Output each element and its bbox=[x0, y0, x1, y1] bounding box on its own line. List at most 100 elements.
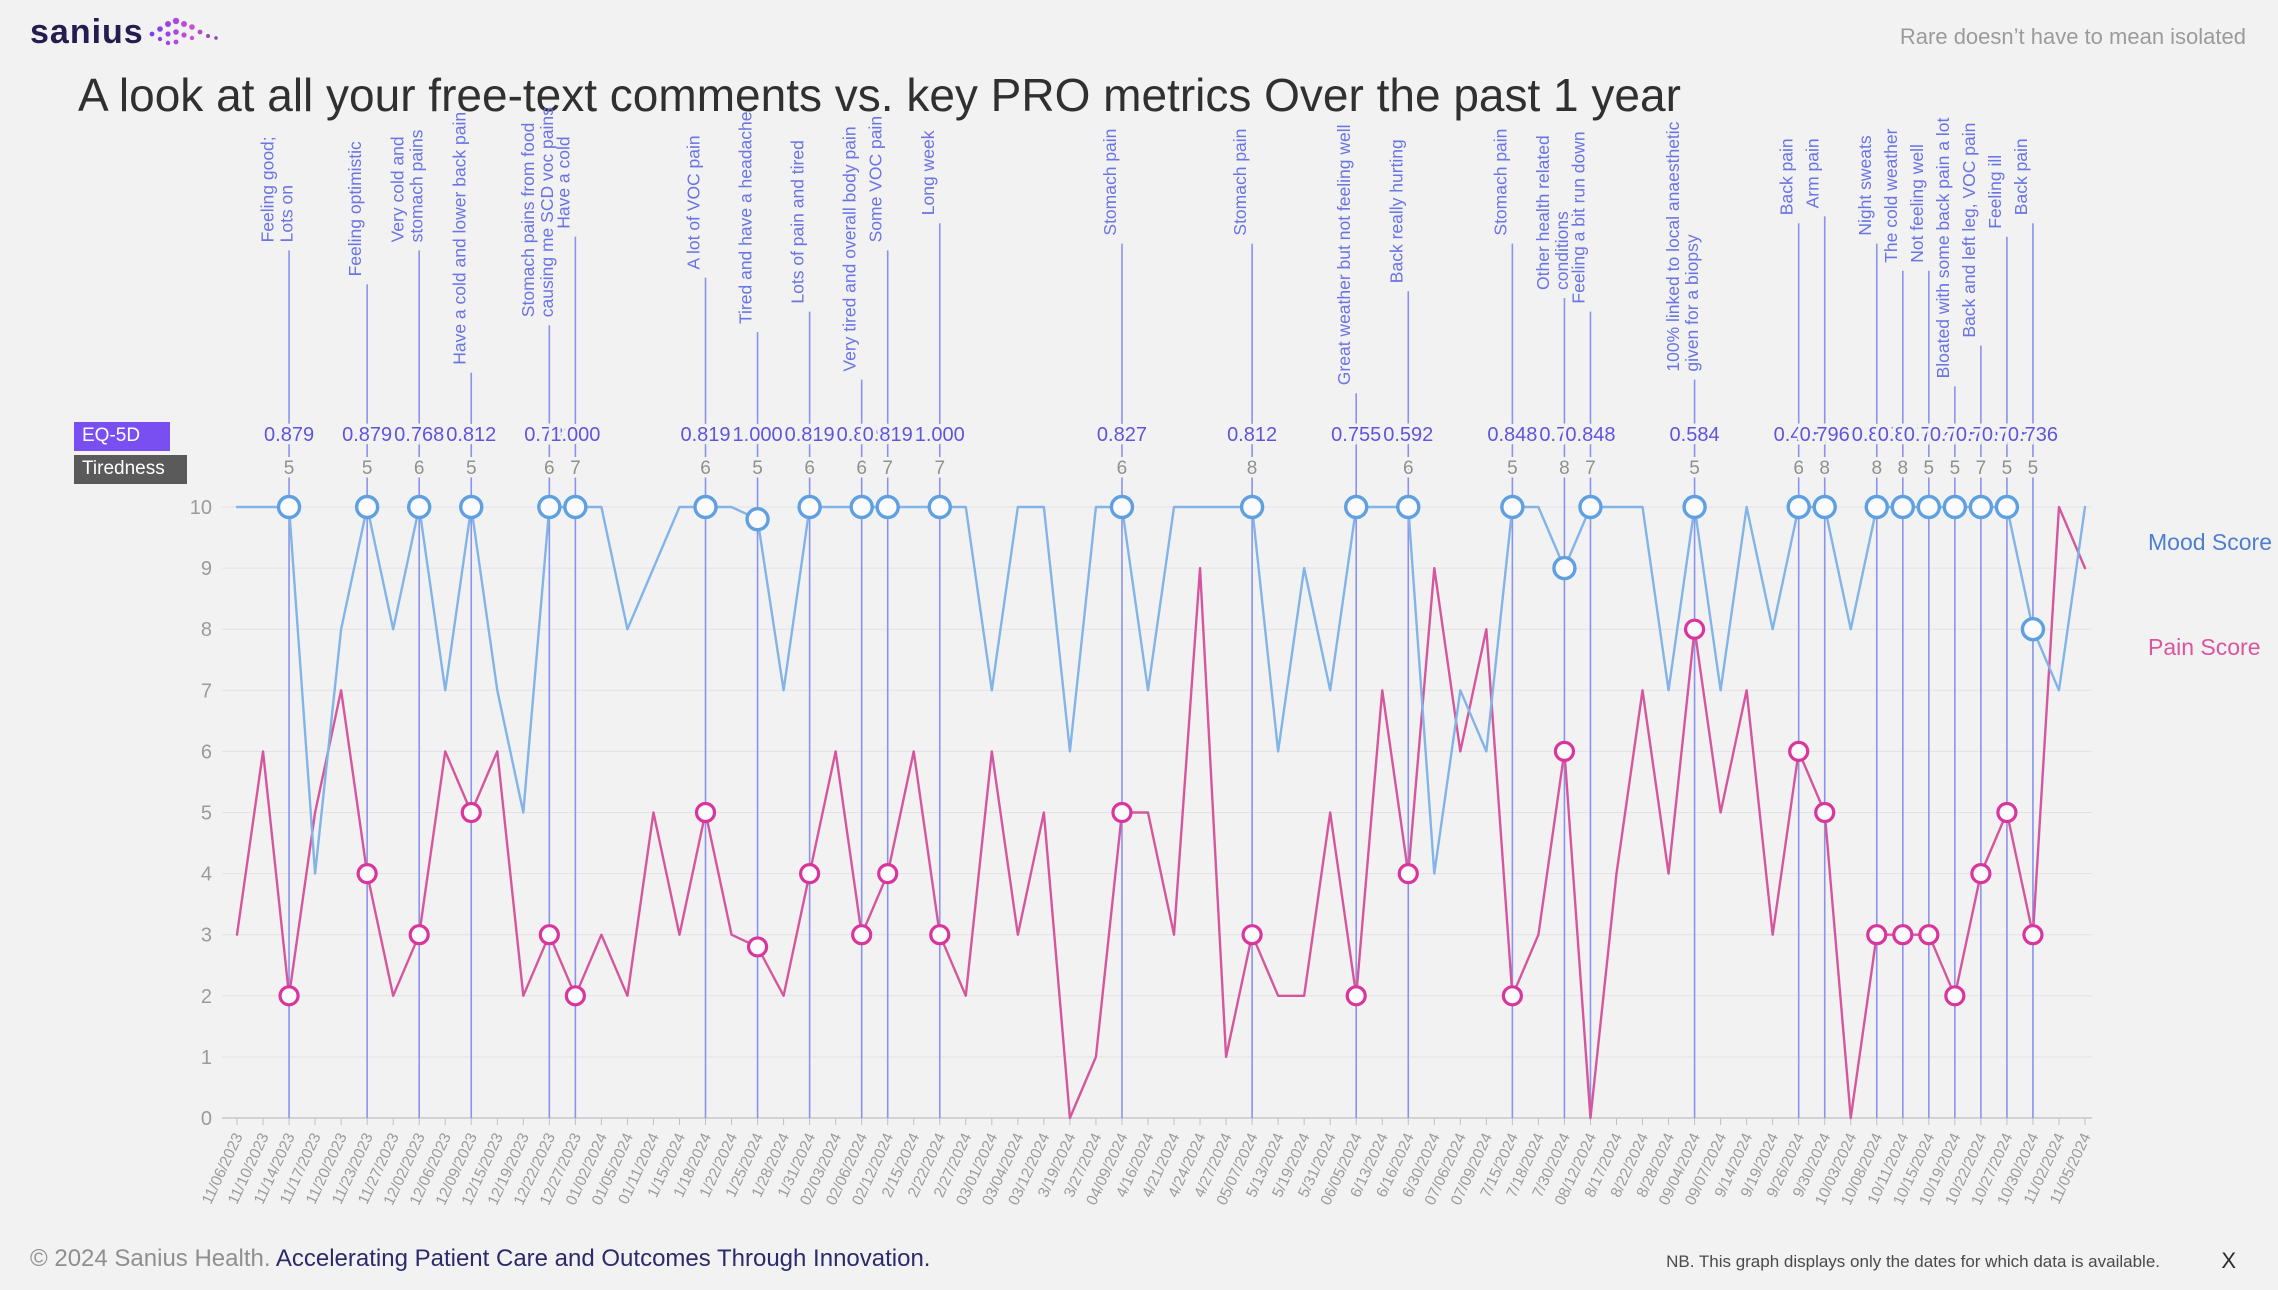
mood-marker bbox=[1344, 494, 1369, 520]
eq5d-value: 0.827 bbox=[1097, 424, 1147, 446]
annotation-label: Tired and have a headache bbox=[736, 112, 756, 324]
pain-marker bbox=[1111, 801, 1133, 824]
tiredness-value: 6 bbox=[1793, 458, 1804, 479]
pain-marker bbox=[278, 985, 300, 1007]
sanius-logo: sanius bbox=[30, 12, 254, 52]
y-axis-label: 2 bbox=[201, 986, 212, 1008]
tiredness-value: 5 bbox=[1689, 458, 1700, 479]
copyright-text: © 2024 Sanius Health. bbox=[30, 1245, 271, 1272]
tiredness-value: 6 bbox=[544, 458, 555, 479]
eq5d-value: 0.795 bbox=[1930, 424, 1980, 446]
annotation-label: stomach pains bbox=[407, 129, 427, 242]
legend-eq5d-chip: EQ-5D bbox=[74, 422, 170, 451]
pain-marker bbox=[356, 862, 378, 885]
mood-marker bbox=[1109, 494, 1135, 520]
mood-marker bbox=[693, 494, 718, 520]
pain-marker bbox=[851, 924, 873, 946]
tiredness-value: 8 bbox=[1247, 458, 1258, 479]
eq5d-value: 0.848 bbox=[1487, 424, 1537, 446]
mood-marker bbox=[1890, 494, 1916, 520]
close-button[interactable]: X bbox=[2221, 1248, 2236, 1273]
pain-marker bbox=[1814, 801, 1836, 824]
annotation-label: Feeling ill bbox=[1985, 155, 2005, 229]
annotation-label: Stomach pain bbox=[1230, 129, 1250, 236]
pain-marker bbox=[1788, 740, 1810, 763]
eq5d-value: 0.584 bbox=[1670, 424, 1720, 446]
eq5d-value: 0.879 bbox=[264, 424, 314, 446]
mood-marker bbox=[1239, 494, 1265, 520]
annotation-label: The cold weather bbox=[1881, 128, 1901, 262]
annotation-label: Lots of pain and tired bbox=[788, 140, 808, 303]
eq5d-value: 0.592 bbox=[1383, 424, 1433, 446]
mood-marker bbox=[2020, 617, 2046, 642]
mood-marker bbox=[563, 494, 588, 520]
eq5d-value: 1.000 bbox=[915, 424, 965, 446]
mood-line bbox=[235, 505, 2087, 875]
tiredness-value: 6 bbox=[700, 458, 711, 479]
pain-marker bbox=[1918, 924, 1940, 946]
eq5d-value: 0.848 bbox=[1565, 424, 1615, 446]
footer-copyright: © 2024 Sanius Health. Accelerating Patie… bbox=[30, 1245, 930, 1273]
mood-marker bbox=[1942, 494, 1968, 520]
eq5d-value: 0.837 bbox=[1878, 424, 1928, 446]
annotation-label: Back and left leg, VOC pain bbox=[1959, 123, 1979, 338]
annotation-label: Not feeling well bbox=[1907, 144, 1927, 263]
pain-marker bbox=[929, 924, 951, 946]
tiredness-value: 5 bbox=[2002, 458, 2013, 479]
pain-marker bbox=[1996, 801, 2018, 824]
annotation-label: Night sweats bbox=[1855, 135, 1875, 235]
pain-marker bbox=[1501, 985, 1523, 1007]
annotation-label: causing me SCD voc pains bbox=[537, 107, 557, 317]
tiredness-value: 7 bbox=[570, 458, 581, 479]
annotation-label: Arm pain bbox=[1803, 138, 1823, 208]
annotation-label: Have a cold and lower back pain bbox=[449, 112, 469, 365]
annotation-label: Feeling optimistic bbox=[345, 141, 365, 276]
annotation-label: Great weather but not feeling well bbox=[1334, 124, 1354, 385]
tiredness-value: 6 bbox=[856, 458, 867, 479]
pain-marker bbox=[1970, 862, 1992, 885]
annotation-label: Back pain bbox=[2011, 138, 2031, 215]
pain-marker bbox=[746, 936, 769, 958]
eq5d-value: 0.760 bbox=[1956, 424, 2006, 446]
tiredness-value: 6 bbox=[1117, 458, 1128, 479]
annotation-label: Very cold and bbox=[388, 136, 408, 242]
tiredness-value: 5 bbox=[284, 458, 295, 479]
annotation-label: Some VOC pain bbox=[866, 116, 886, 242]
y-axis-label: 10 bbox=[190, 497, 212, 519]
mood-marker bbox=[1552, 555, 1577, 581]
annotation-label: Back really hurting bbox=[1386, 139, 1406, 283]
pain-marker bbox=[877, 862, 899, 885]
mood-marker bbox=[354, 494, 380, 520]
footer-note: NB. This graph displays only the dates f… bbox=[1666, 1252, 2160, 1271]
tiredness-value: 6 bbox=[414, 458, 425, 479]
mood-marker bbox=[406, 494, 432, 520]
eq5d-value: 1.000 bbox=[733, 424, 783, 446]
y-axis-label: 5 bbox=[201, 803, 212, 825]
tiredness-value: 7 bbox=[934, 458, 945, 479]
eq5d-value: 0.714 bbox=[1539, 424, 1589, 446]
pain-marker bbox=[1553, 740, 1576, 763]
pain-marker bbox=[460, 801, 482, 824]
mood-marker bbox=[1396, 494, 1421, 520]
eq5d-value: 0.819 bbox=[680, 424, 730, 446]
tiredness-value: 6 bbox=[1403, 458, 1414, 479]
pain-marker bbox=[408, 924, 430, 946]
eq5d-value: 0.704 bbox=[1904, 424, 1954, 446]
eq5d-value: 0.768 bbox=[394, 424, 444, 446]
mood-marker bbox=[537, 494, 562, 520]
mood-marker bbox=[459, 494, 484, 520]
tiredness-value: 8 bbox=[1819, 458, 1830, 479]
pain-marker bbox=[1345, 985, 1367, 1007]
eq5d-value: 0.819 bbox=[785, 424, 835, 446]
annotation-label: Stomach pain bbox=[1490, 129, 1510, 236]
annotation-label: given for a biopsy bbox=[1682, 234, 1702, 371]
annotation-label: Long week bbox=[918, 130, 938, 215]
tiredness-value: 5 bbox=[2028, 458, 2039, 479]
mood-marker bbox=[797, 494, 822, 520]
y-axis-label: 3 bbox=[201, 925, 212, 947]
tiredness-value: 8 bbox=[1898, 458, 1909, 479]
y-axis-label: 8 bbox=[201, 619, 212, 641]
tiredness-value: 5 bbox=[1924, 458, 1935, 479]
